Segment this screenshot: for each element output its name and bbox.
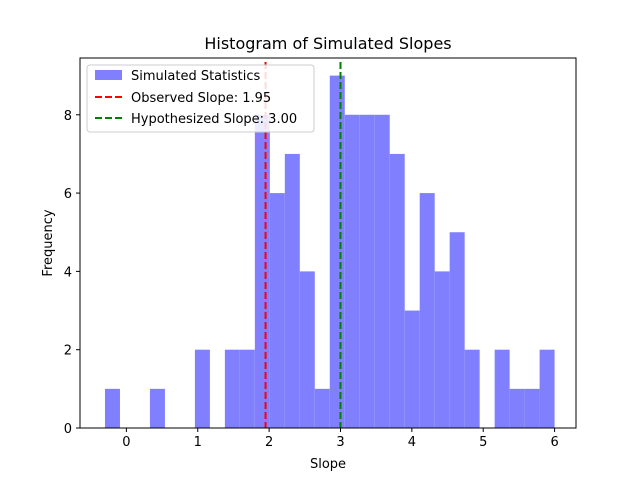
y-tick-label: 2 [64,344,72,359]
histogram-bar-15 [329,75,345,428]
histogram-bar-12 [284,153,300,429]
histogram-bar-19 [389,153,405,429]
legend-swatch-simulated [95,70,122,80]
histogram-bar-6 [194,349,210,428]
histogram-bar-0 [104,388,120,428]
x-axis-label: Slope [310,457,346,472]
histogram-bar-26 [494,349,510,428]
histogram-bar-8 [224,349,240,428]
x-tick-label: 1 [194,435,202,450]
x-tick-label: 0 [122,435,130,450]
y-axis-ticks: 0 2 4 6 8 [64,109,80,437]
histogram-bar-16 [344,114,360,428]
histogram-bar-17 [359,114,375,428]
histogram-bar-13 [299,271,315,428]
chart-title: Histogram of Simulated Slopes [204,34,451,53]
legend: Simulated Statistics Observed Slope: 1.9… [86,64,315,133]
legend-label-hypothesized: Hypothesized Slope: 3.00 [131,112,297,127]
histogram-bar-3 [149,388,165,428]
histogram-bar-20 [404,310,420,428]
histogram-bar-22 [434,271,450,428]
x-tick-label: 2 [265,435,273,450]
histogram-bar-29 [539,349,555,428]
x-tick-label: 4 [408,435,416,450]
histogram-bar-9 [239,349,255,428]
histogram-bar-21 [419,193,435,428]
plot-frame [79,57,577,429]
y-axis-label: Frequency [41,209,56,276]
histogram-bar-14 [314,388,330,428]
histogram-bar-28 [524,388,540,428]
y-tick-label: 6 [64,187,72,202]
histogram-bar-18 [374,114,390,428]
legend-box [86,64,315,133]
histogram-bar-23 [449,232,465,428]
histogram-bars [104,75,555,429]
y-tick-label: 8 [64,109,72,124]
histogram-bar-10 [254,114,270,428]
x-tick-label: 3 [336,435,344,450]
x-tick-label: 5 [479,435,487,450]
legend-label-observed: Observed Slope: 1.95 [131,91,271,106]
x-axis-ticks: 0 1 2 3 4 5 6 [122,428,559,450]
x-tick-label: 6 [550,435,558,450]
histogram-bar-11 [269,193,285,428]
histogram-bar-24 [464,349,480,428]
legend-label-simulated: Simulated Statistics [131,69,260,84]
y-tick-label: 0 [64,422,72,437]
histogram-bar-27 [509,388,525,428]
y-tick-label: 4 [64,265,72,280]
